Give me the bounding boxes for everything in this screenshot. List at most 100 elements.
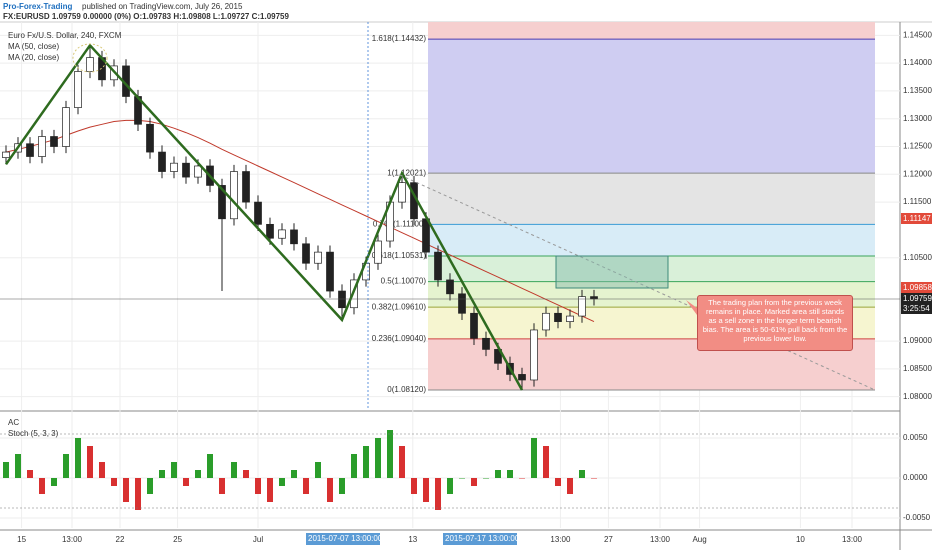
candle-body xyxy=(230,171,238,220)
x-tick-label: 13 xyxy=(408,535,417,544)
candle-body xyxy=(170,162,178,172)
ac-bar xyxy=(63,454,69,478)
fib-zone xyxy=(428,39,875,174)
x-tick-label: 13:00 xyxy=(550,535,571,544)
candle-body xyxy=(62,107,70,147)
candle-body xyxy=(242,171,250,203)
y-tick-label: 0.0050 xyxy=(903,433,928,442)
price-badge: 1.09858 xyxy=(903,283,932,292)
ac-bar xyxy=(231,462,237,478)
x-tick-label: 25 xyxy=(173,535,182,544)
countdown: 3:25:54 xyxy=(903,304,930,313)
ac-bar xyxy=(447,478,453,494)
fib-zone xyxy=(428,255,875,282)
price-badge-bg xyxy=(901,282,932,293)
quote: FX:EURUSD 1.09759 0.00000 (0%) O:1.09783… xyxy=(3,12,289,21)
ac-title: AC xyxy=(8,418,19,427)
ac-bar xyxy=(219,478,225,494)
published: published on TradingView.com, July 26, 2… xyxy=(82,2,243,11)
ac-bar xyxy=(591,478,597,479)
ac-bar xyxy=(387,430,393,478)
ac-bar xyxy=(471,478,477,486)
y-tick-label: 1.08000 xyxy=(903,392,932,401)
ac-bar xyxy=(267,478,273,502)
x-tick-label: 10 xyxy=(796,535,805,544)
x-tick-label: 13:00 xyxy=(62,535,83,544)
candle-body xyxy=(314,251,322,264)
candle-body xyxy=(326,251,334,292)
note-arrow xyxy=(686,300,697,315)
candle-body xyxy=(26,143,34,157)
candle-body xyxy=(266,223,274,239)
ac-bar xyxy=(567,478,573,494)
ac-bar xyxy=(99,462,105,478)
ac-bar xyxy=(303,478,309,494)
fib-label: 0.5(1.10070) xyxy=(381,277,427,286)
ac-bar xyxy=(351,454,357,478)
x-tick-label: Aug xyxy=(692,535,706,544)
candle-body xyxy=(590,296,598,300)
price-badge-bg xyxy=(901,293,932,304)
candle-body xyxy=(470,312,478,339)
y-tick-label: 1.10500 xyxy=(903,253,932,262)
ac-bar xyxy=(159,470,165,478)
ac-bar xyxy=(327,478,333,502)
ac-bar xyxy=(519,478,525,479)
candle-body xyxy=(50,136,58,147)
publisher: Pro-Forex-Trading xyxy=(3,2,72,11)
candle-body xyxy=(146,123,154,153)
x-tick-label: 27 xyxy=(604,535,613,544)
candle-body xyxy=(302,243,310,264)
fib-zone xyxy=(428,173,875,225)
fib-label: 0(1.08120) xyxy=(387,385,426,394)
ac-bar xyxy=(39,478,45,494)
ac-bar xyxy=(51,478,57,486)
candle-body xyxy=(482,337,490,350)
ac-bar xyxy=(255,478,261,494)
y-tick-label: 1.12500 xyxy=(903,142,932,151)
ac-bar xyxy=(399,446,405,478)
ac-bar xyxy=(87,446,93,478)
candle-body xyxy=(158,151,166,172)
fib-label: 0.764(1.11100) xyxy=(373,219,426,228)
candle-body xyxy=(374,240,382,264)
candle-body xyxy=(278,229,286,239)
y-tick-label: 1.13500 xyxy=(903,86,932,95)
fib-zone xyxy=(428,22,875,40)
stoch-title: Stoch (5, 3, 3) xyxy=(8,429,59,438)
candle-body xyxy=(38,136,46,157)
ac-bar xyxy=(243,470,249,478)
fib-label: 0.618(1.10531) xyxy=(372,251,427,260)
ac-bar xyxy=(291,470,297,478)
symbol-title: Euro Fx/U.S. Dollar, 240, FXCM xyxy=(8,31,122,40)
ac-bar xyxy=(363,446,369,478)
fib-label: 0.236(1.09040) xyxy=(372,334,427,343)
candle-body xyxy=(494,349,502,364)
candle-body xyxy=(338,290,346,309)
y-tick-label: 1.14500 xyxy=(903,30,932,39)
price-badge-bg xyxy=(901,304,932,314)
ac-bar xyxy=(435,478,441,510)
ac-bar xyxy=(543,446,549,478)
moving-average xyxy=(5,119,595,323)
candle-body xyxy=(74,71,82,108)
fib-zone xyxy=(428,224,875,256)
ac-bar xyxy=(495,470,501,478)
candle-body xyxy=(578,296,586,317)
x-tick-label: 13:00 xyxy=(650,535,671,544)
ac-bar xyxy=(375,438,381,478)
date-badge: 2015-07-07 13:00:00 xyxy=(308,534,383,543)
ac-bar xyxy=(339,478,345,494)
price-badge: 1.09759 xyxy=(903,294,932,303)
ac-bar xyxy=(411,478,417,494)
ac-bar xyxy=(507,470,513,478)
annotation: The trading plan from the previous week … xyxy=(697,295,853,351)
ac-bar xyxy=(531,438,537,478)
candle-body xyxy=(218,185,226,220)
ac-bar xyxy=(423,478,429,502)
ac-bar xyxy=(579,470,585,478)
candle-body xyxy=(194,165,202,178)
y-tick-label: 0.0000 xyxy=(903,473,928,482)
